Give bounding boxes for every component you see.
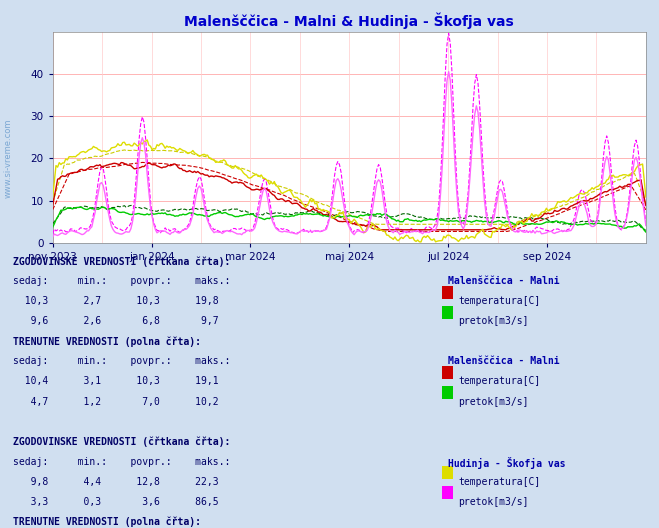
Text: TRENUTNE VREDNOSTI (polna čřta):: TRENUTNE VREDNOSTI (polna čřta):: [13, 336, 201, 347]
Text: 9,6      2,6       6,8       9,7: 9,6 2,6 6,8 9,7: [13, 316, 219, 326]
Text: 3,3      0,3       3,6      86,5: 3,3 0,3 3,6 86,5: [13, 497, 219, 507]
Text: TRENUTNE VREDNOSTI (polna čřta):: TRENUTNE VREDNOSTI (polna čřta):: [13, 517, 201, 527]
Text: ZGODOVINSKE VREDNOSTI (čřtkana čřta):: ZGODOVINSKE VREDNOSTI (čřtkana čřta):: [13, 437, 231, 447]
Text: Hudinja - Škofja vas: Hudinja - Škofja vas: [448, 457, 565, 469]
Text: Malenšččica - Malni: Malenšččica - Malni: [448, 356, 559, 366]
Text: pretok[m3/s]: pretok[m3/s]: [458, 397, 529, 407]
Text: sedaj:     min.:    povpr.:    maks.:: sedaj: min.: povpr.: maks.:: [13, 276, 231, 286]
Text: Malenšččica - Malni: Malenšččica - Malni: [448, 276, 559, 286]
Text: temperatura[C]: temperatura[C]: [458, 477, 540, 487]
Text: www.si-vreme.com: www.si-vreme.com: [3, 119, 13, 198]
Text: sedaj:     min.:    povpr.:    maks.:: sedaj: min.: povpr.: maks.:: [13, 457, 231, 467]
Text: 9,8      4,4      12,8      22,3: 9,8 4,4 12,8 22,3: [13, 477, 219, 487]
Text: 10,3      2,7      10,3      19,8: 10,3 2,7 10,3 19,8: [13, 296, 219, 306]
Text: 4,7      1,2       7,0      10,2: 4,7 1,2 7,0 10,2: [13, 397, 219, 407]
Title: Malenšččica - Malni & Hudinja - Škofja vas: Malenšččica - Malni & Hudinja - Škofja v…: [185, 13, 514, 29]
Text: sedaj:     min.:    povpr.:    maks.:: sedaj: min.: povpr.: maks.:: [13, 356, 231, 366]
Text: 10,4      3,1      10,3      19,1: 10,4 3,1 10,3 19,1: [13, 376, 219, 386]
Text: temperatura[C]: temperatura[C]: [458, 376, 540, 386]
Text: pretok[m3/s]: pretok[m3/s]: [458, 316, 529, 326]
Text: ZGODOVINSKE VREDNOSTI (čřtkana čřta):: ZGODOVINSKE VREDNOSTI (čřtkana čřta):: [13, 256, 231, 267]
Text: temperatura[C]: temperatura[C]: [458, 296, 540, 306]
Text: pretok[m3/s]: pretok[m3/s]: [458, 497, 529, 507]
